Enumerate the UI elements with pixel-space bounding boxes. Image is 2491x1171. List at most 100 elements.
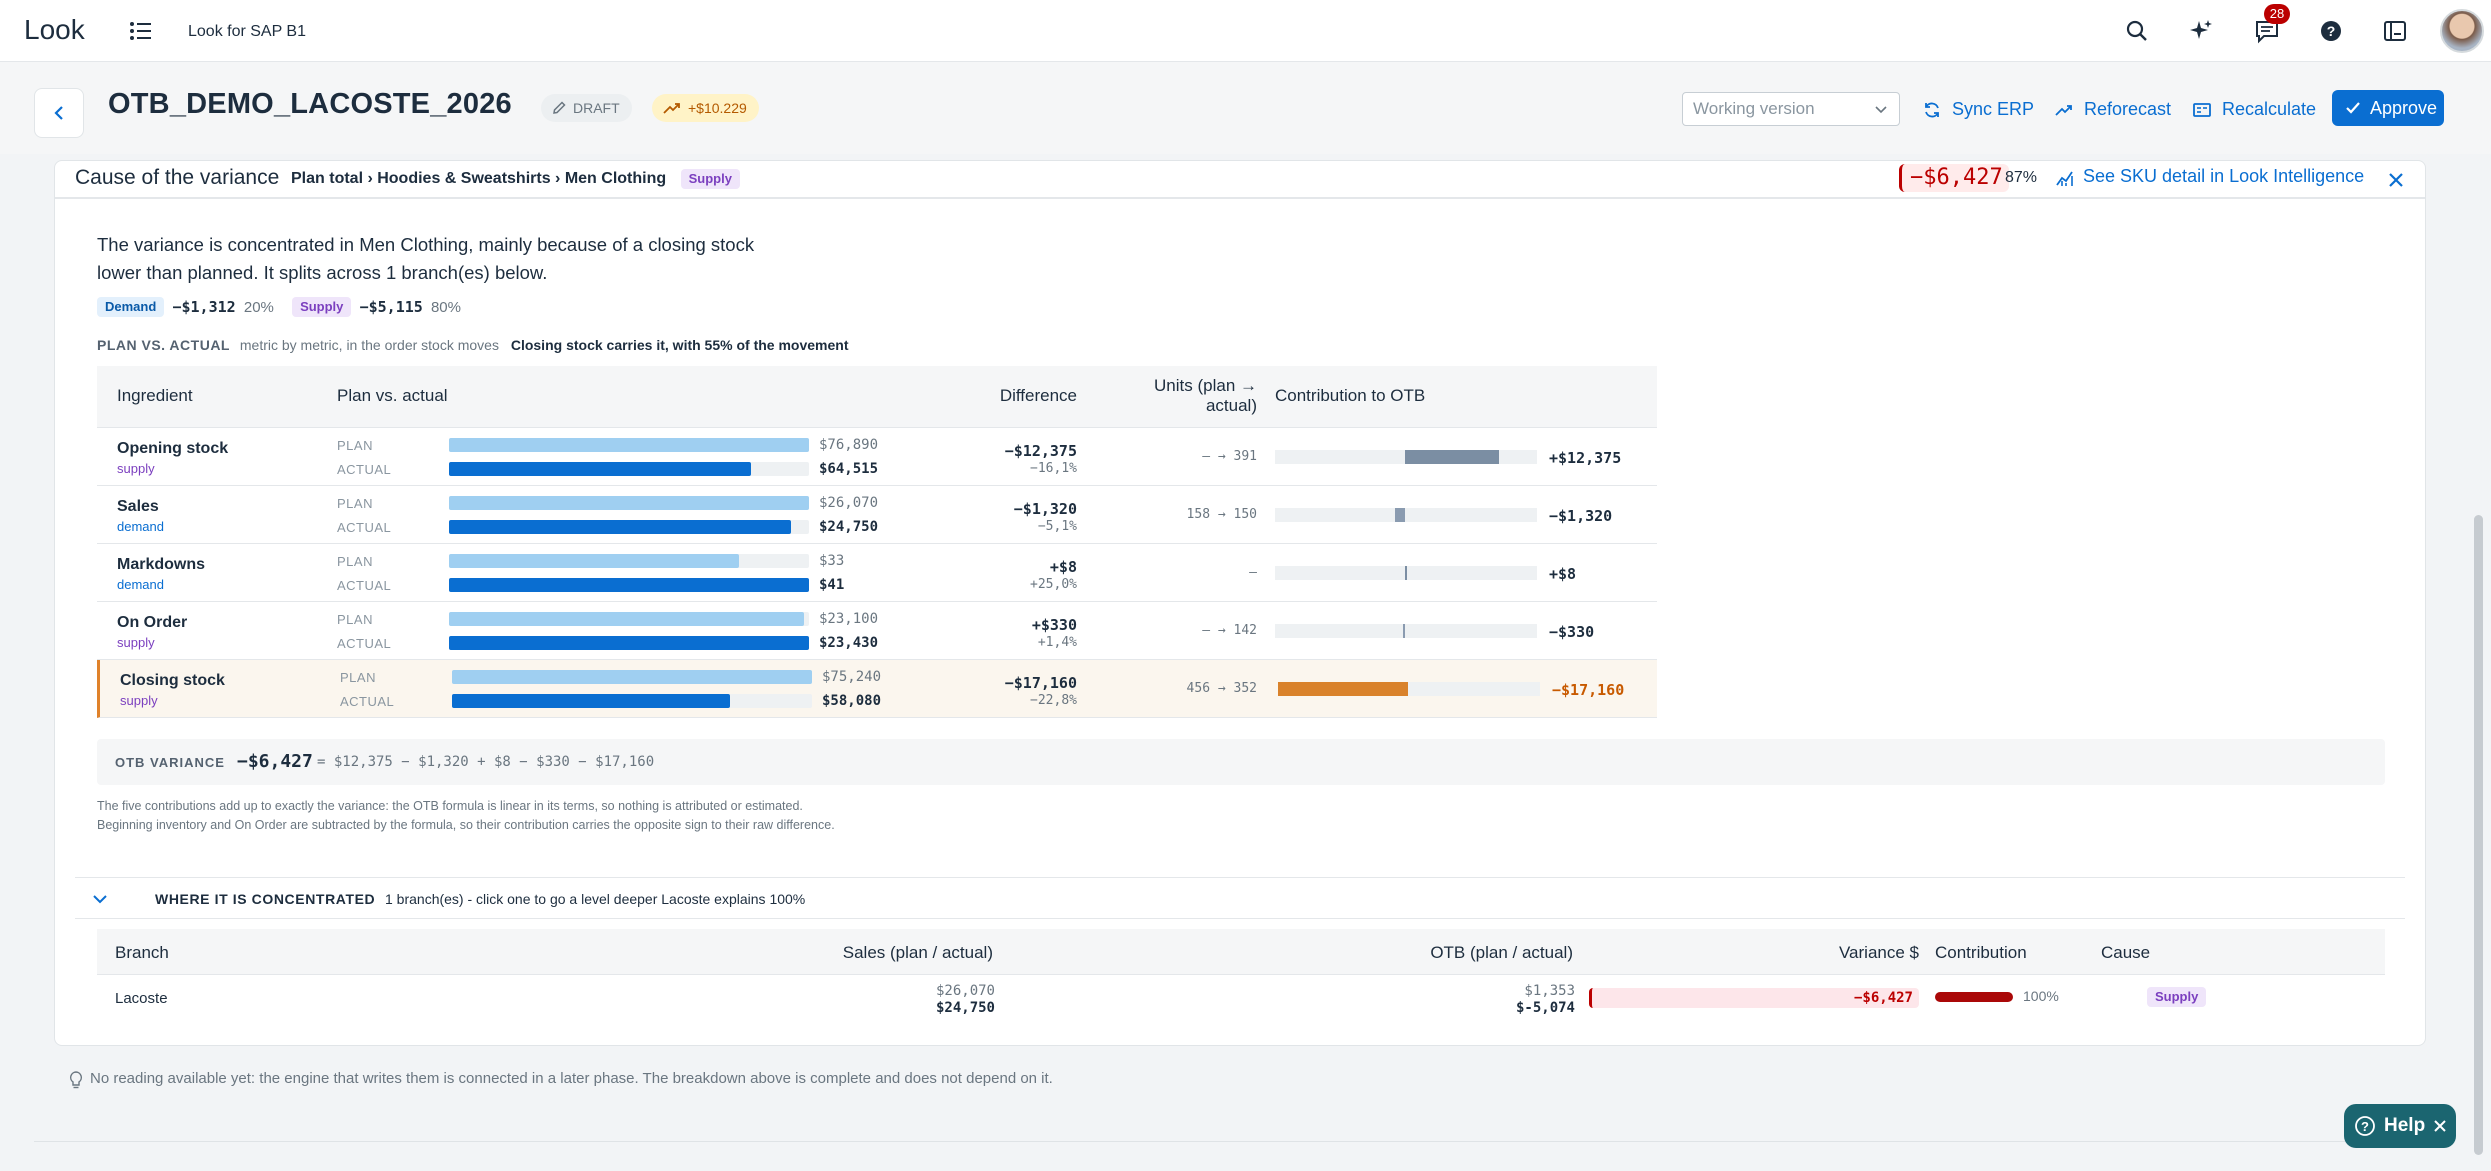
- menu-icon[interactable]: [128, 18, 154, 44]
- actual-bar-track: [449, 578, 809, 592]
- reforecast-button[interactable]: Reforecast: [2054, 92, 2171, 126]
- sparkle-icon[interactable]: [2186, 16, 2216, 46]
- ingredient-type: supply: [120, 693, 158, 708]
- demand-value: −$1,312: [172, 298, 236, 316]
- search-icon[interactable]: [2122, 16, 2152, 46]
- difference-value: −$1,320: [1013, 500, 1077, 518]
- sync-erp-button[interactable]: Sync ERP: [1922, 92, 2034, 126]
- units-value: — → 142: [1202, 623, 1257, 638]
- actual-label: ACTUAL: [337, 578, 392, 593]
- branch-row-lacoste[interactable]: Lacoste $26,070 $24,750 $1,353 $-5,074 −…: [97, 975, 2385, 1023]
- contribution-bar: [1395, 508, 1405, 522]
- ingredient-row-closing-stock[interactable]: Closing stock supply PLAN $75,240 ACTUAL…: [97, 660, 1657, 718]
- variance-bar: −$6,427: [1589, 988, 1919, 1008]
- units-value: 158 → 150: [1186, 507, 1257, 522]
- plan-value: $33: [819, 553, 845, 569]
- concentration-section-toggle[interactable]: WHERE IT IS CONCENTRATED 1 branch(es) - …: [75, 877, 2405, 919]
- otb-variance-equation: = $12,375 − $1,320 + $8 − $330 − $17,160: [317, 754, 655, 770]
- calculator-icon: [2193, 103, 2211, 117]
- pencil-icon: [553, 101, 566, 114]
- plan-label: PLAN: [337, 438, 373, 453]
- close-icon[interactable]: [2432, 1118, 2448, 1134]
- plan-bar-track: [449, 612, 809, 626]
- back-button[interactable]: [34, 88, 84, 138]
- plan-bar-track: [449, 554, 809, 568]
- actual-bar-track: [449, 462, 809, 476]
- help-icon[interactable]: ?: [2316, 16, 2346, 46]
- supply-tag: Supply: [680, 169, 740, 189]
- intelligence-link[interactable]: See SKU detail in Look Intelligence: [2055, 166, 2364, 187]
- card-title: Cause of the variance: [75, 166, 280, 189]
- col-difference: Difference: [999, 386, 1077, 405]
- plan-bar-track: [452, 670, 812, 684]
- difference-percent: −16,1%: [1030, 461, 1077, 476]
- otb-plan: $1,353: [1524, 983, 1575, 999]
- app-logo[interactable]: Look: [24, 14, 85, 45]
- version-placeholder: Working version: [1693, 99, 1815, 118]
- notification-badge: 28: [2264, 4, 2290, 24]
- contribution-bar: [1405, 566, 1407, 580]
- cause-tag: Supply: [2147, 987, 2207, 1007]
- contribution-value: +$8: [1549, 565, 1577, 583]
- ingredient-name: Closing stock: [120, 672, 225, 689]
- actual-value: $23,430: [819, 635, 879, 651]
- sync-icon: [1925, 102, 1939, 118]
- contribution-track: [1278, 682, 1540, 696]
- shell-bar: Look Look for SAP B1 28 ?: [0, 0, 2491, 62]
- version-select[interactable]: Working version: [1682, 92, 1900, 126]
- delta-badge: +$10.229: [652, 94, 759, 122]
- col-sales: Sales (plan / actual): [842, 943, 993, 962]
- concentration-note: 1 branch(es) - click one to go a level d…: [385, 891, 806, 907]
- breadcrumb-path: Plan total › Hoodies & Sweatshirts › Men…: [291, 170, 667, 187]
- ingredient-row-opening-stock[interactable]: Opening stock supply PLAN $76,890 ACTUAL…: [97, 428, 1657, 486]
- sales-plan: $26,070: [935, 983, 995, 999]
- plan-bar-track: [449, 438, 809, 452]
- otb-variance-summary: OTB VARIANCE −$6,427 = $12,375 − $1,320 …: [97, 739, 2385, 785]
- branch-table-header: Branch Sales (plan / actual) OTB (plan /…: [97, 929, 2385, 975]
- actual-value: $64,515: [819, 461, 879, 477]
- col-contribution: Contribution to OTB: [1275, 386, 1426, 405]
- actual-bar-track: [449, 636, 809, 650]
- ingredient-name: On Order: [117, 614, 188, 631]
- difference-percent: −5,1%: [1037, 519, 1077, 534]
- recalculate-button[interactable]: Recalculate: [2192, 92, 2316, 126]
- intelligence-link-label: See SKU detail in Look Intelligence: [2083, 166, 2365, 186]
- breadcrumb: Plan total › Hoodies & Sweatshirts › Men…: [291, 169, 740, 189]
- delta-label: +$10.229: [688, 100, 747, 116]
- plan-label: PLAN: [337, 496, 373, 511]
- user-avatar[interactable]: [2440, 9, 2484, 53]
- approve-button[interactable]: Approve: [2332, 90, 2444, 126]
- otb-variance-value: −$6,427: [237, 751, 313, 772]
- ingredient-row-on-order[interactable]: On Order supply PLAN $23,100 ACTUAL $23,…: [97, 602, 1657, 660]
- plan-label: PLAN: [337, 554, 373, 569]
- supply-chip: Supply: [292, 297, 352, 317]
- layout-icon[interactable]: [2380, 16, 2410, 46]
- close-icon[interactable]: [2385, 169, 2407, 191]
- difference-value: +$8: [1049, 558, 1077, 576]
- pva-subtitle: metric by metric, in the order stock mov…: [239, 337, 499, 353]
- actual-label: ACTUAL: [337, 520, 392, 535]
- plan-label: PLAN: [337, 612, 373, 627]
- actual-bar: [449, 578, 809, 592]
- difference-percent: +25,0%: [1030, 577, 1077, 592]
- contribution-bar: [1278, 682, 1408, 696]
- help-circle-icon: ?: [2355, 1116, 2375, 1136]
- scrollbar[interactable]: [2474, 515, 2483, 1155]
- ingredient-row-markdowns[interactable]: Markdowns demand PLAN $33 ACTUAL $41 +$8…: [97, 544, 1657, 602]
- contribution-percent: 100%: [2023, 988, 2059, 1004]
- draft-label: DRAFT: [573, 100, 620, 116]
- chat-icon[interactable]: [2252, 16, 2282, 46]
- plan-bar: [449, 438, 809, 452]
- svg-text:?: ?: [2361, 1119, 2369, 1134]
- difference-percent: −22,8%: [1030, 693, 1077, 708]
- ingredient-name: Opening stock: [117, 440, 229, 457]
- reforecast-label: Reforecast: [2084, 99, 2172, 119]
- pva-title: PLAN VS. ACTUAL: [97, 337, 230, 353]
- contribution-bar: [1935, 992, 2013, 1002]
- plan-vs-actual-note: PLAN VS. ACTUAL metric by metric, in the…: [97, 337, 848, 353]
- supply-percent: 80%: [430, 298, 461, 316]
- chart-icon: [2056, 171, 2073, 186]
- help-button[interactable]: ? Help: [2344, 1104, 2456, 1148]
- ingredient-row-sales[interactable]: Sales demand PLAN $26,070 ACTUAL $24,750…: [97, 486, 1657, 544]
- actual-label: ACTUAL: [337, 636, 392, 651]
